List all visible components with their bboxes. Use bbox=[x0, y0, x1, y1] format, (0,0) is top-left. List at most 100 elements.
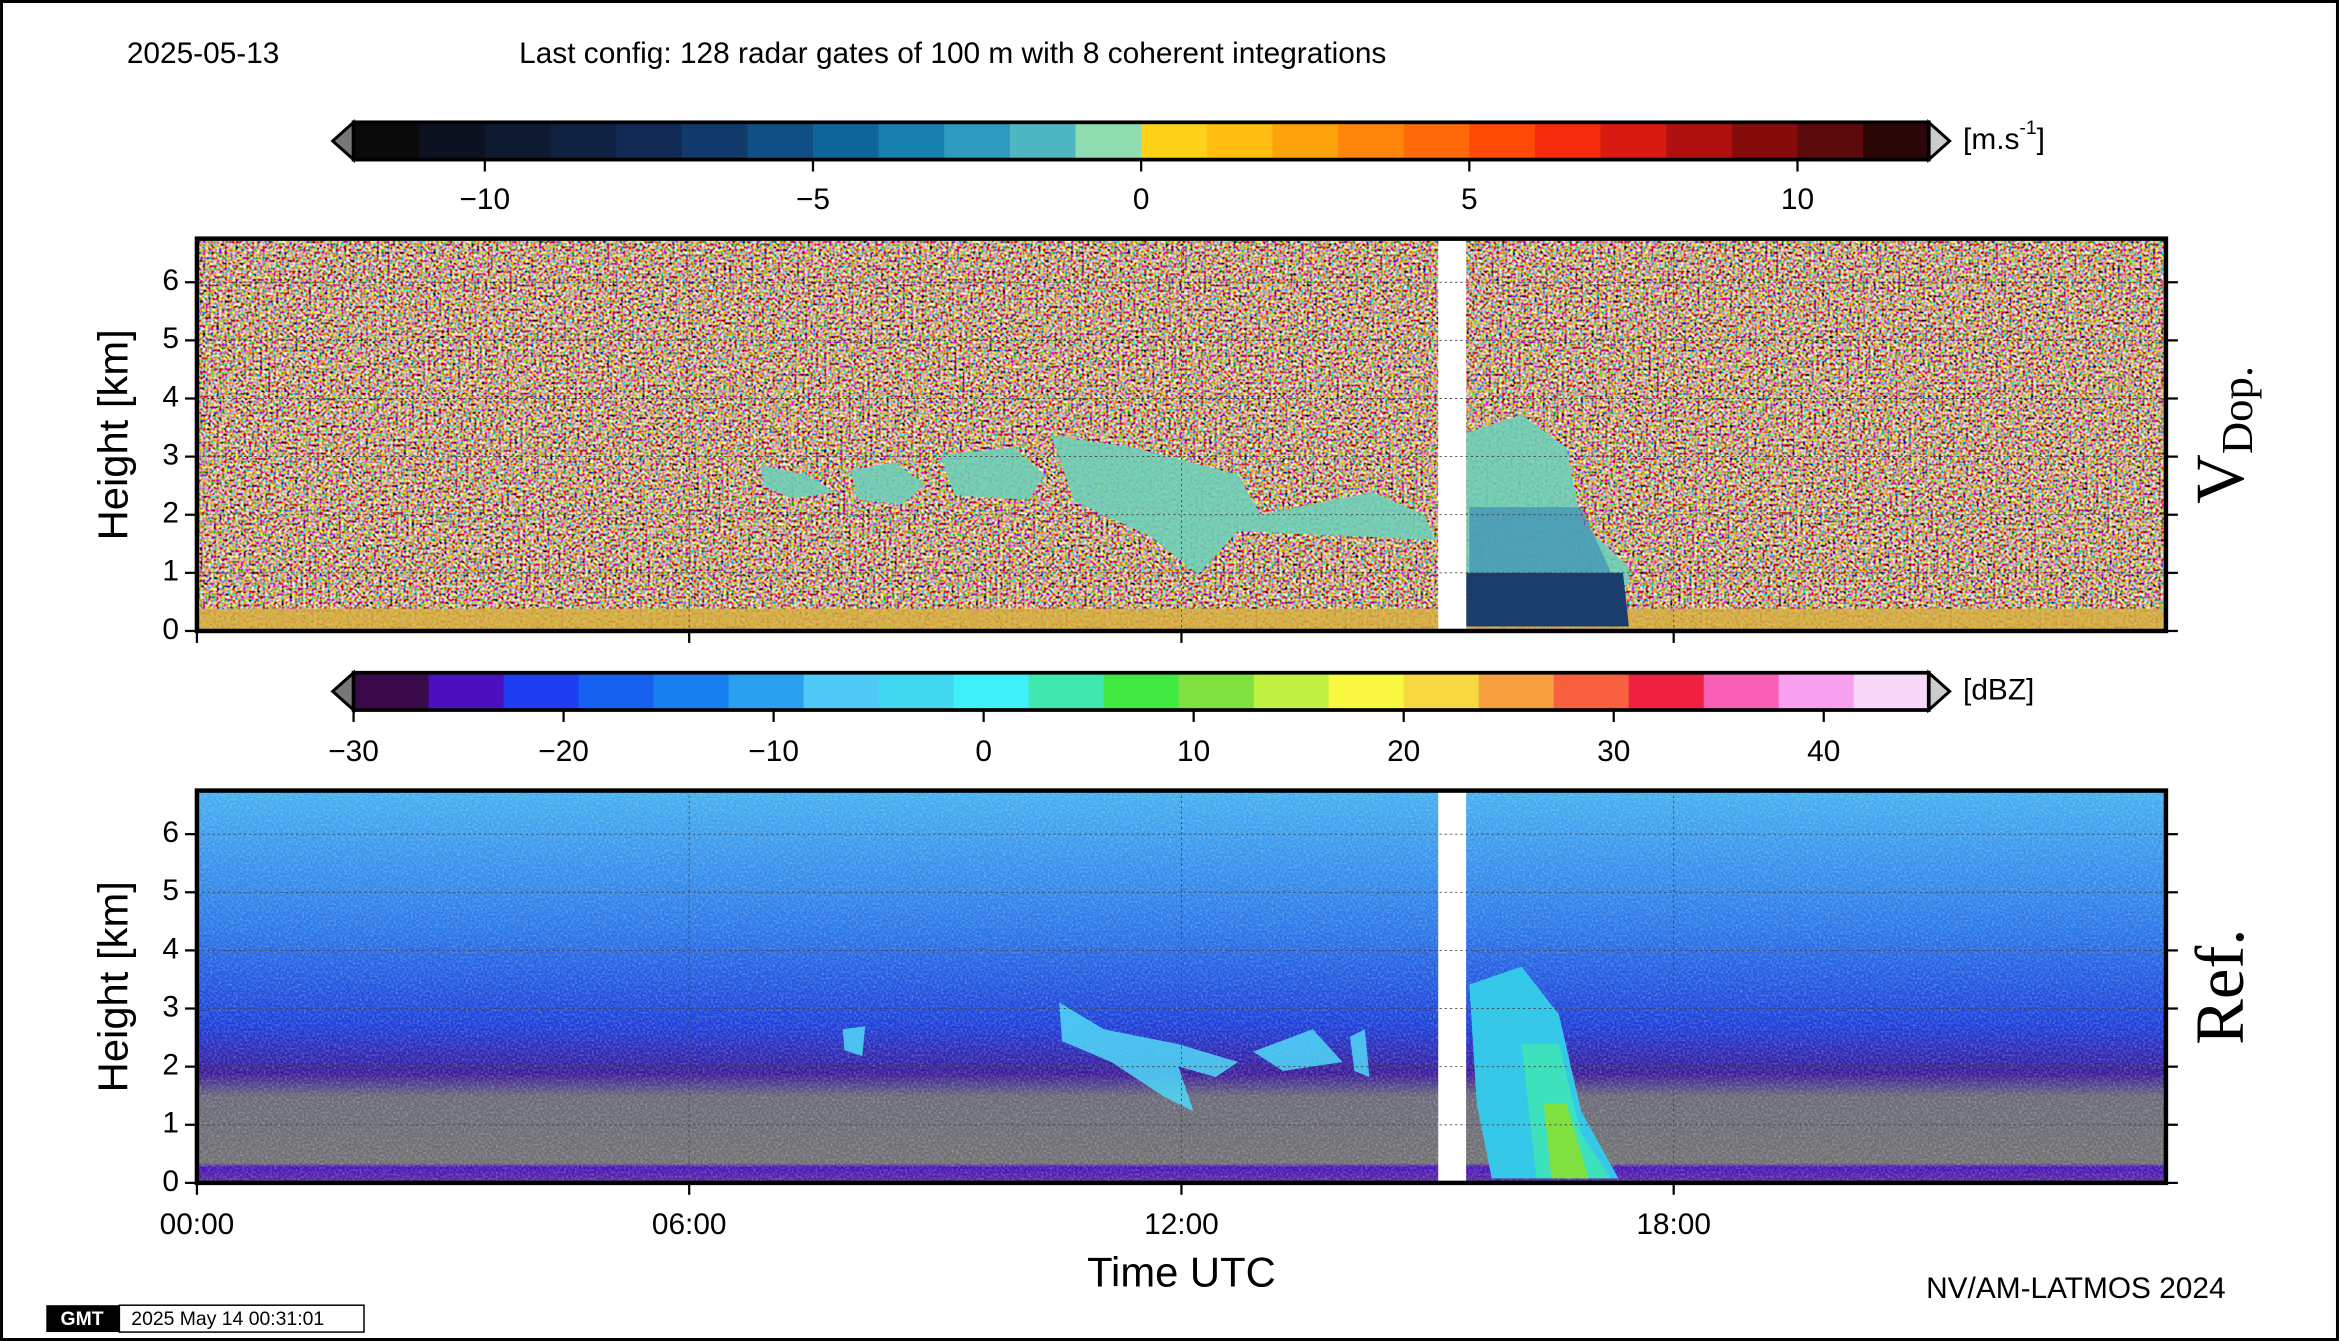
colorbar-tick-label: −10 bbox=[460, 183, 511, 216]
colorbar-unit: [dBZ] bbox=[1963, 673, 2034, 706]
colorbar-swatch bbox=[1075, 122, 1143, 160]
colorbar-tick-label: 0 bbox=[1133, 183, 1150, 216]
y-tick-label: 1 bbox=[162, 1107, 179, 1140]
credit: NV/AM-LATMOS 2024 bbox=[1926, 1272, 2225, 1305]
colorbar-tick-label: 0 bbox=[975, 735, 992, 768]
colorbar-swatch bbox=[1469, 122, 1536, 160]
colorbar-swatch bbox=[878, 672, 955, 711]
colorbar-over bbox=[1927, 669, 1952, 714]
downdraft bbox=[1466, 572, 1629, 627]
colorbar-swatch bbox=[428, 672, 505, 711]
colorbar-swatch bbox=[1253, 672, 1330, 711]
colorbar-swatch bbox=[1797, 122, 1865, 160]
colorbar-tick-label: −5 bbox=[796, 183, 830, 216]
date: 2025-05-13 bbox=[127, 37, 280, 70]
colorbar-swatch bbox=[1666, 122, 1733, 160]
colorbar-tick-label: 10 bbox=[1781, 183, 1814, 216]
colorbar-swatch bbox=[944, 122, 1011, 160]
colorbar-swatch bbox=[353, 672, 430, 711]
data-gap bbox=[1438, 790, 1467, 1183]
colorbar-swatch bbox=[578, 672, 655, 711]
colorbar-swatch bbox=[1206, 122, 1274, 160]
y-axis-label: Height [km] bbox=[89, 881, 136, 1092]
colorbar-over bbox=[1927, 118, 1952, 163]
colorbar-tick-label: −20 bbox=[538, 735, 589, 768]
colorbar-swatch bbox=[1403, 672, 1480, 711]
colorbar-swatch bbox=[1553, 672, 1630, 711]
colorbar-swatch bbox=[484, 122, 552, 160]
colorbar-swatch bbox=[1478, 672, 1555, 711]
y-tick-label: 3 bbox=[162, 438, 179, 471]
colorbar-swatch bbox=[1731, 122, 1799, 160]
colorbar-swatch bbox=[1534, 122, 1602, 160]
colorbar-swatch bbox=[812, 122, 880, 160]
config: Last config: 128 radar gates of 100 m wi… bbox=[519, 37, 1386, 70]
stamp-box bbox=[118, 1304, 365, 1333]
colorbar-swatch bbox=[1338, 122, 1405, 160]
colorbar-swatch bbox=[1009, 122, 1077, 160]
panel-label-main: Ref. bbox=[2182, 929, 2258, 1045]
plot-frame bbox=[194, 236, 2169, 634]
x-tick-label: 00:00 bbox=[160, 1208, 235, 1241]
colorbar-tick-label: 40 bbox=[1807, 735, 1840, 768]
x-axis-label: Time UTC bbox=[1087, 1248, 1276, 1295]
unit-main: [dBZ] bbox=[1963, 673, 2034, 706]
y-axis-label: Height [km] bbox=[89, 329, 136, 540]
colorbar-unit: [m.s-1] bbox=[1963, 117, 2045, 156]
colorbar-swatch bbox=[1628, 672, 1705, 711]
colorbar-swatch bbox=[550, 122, 617, 160]
colorbar-under bbox=[330, 118, 356, 163]
velocity-field bbox=[196, 238, 2166, 631]
colorbar-frame bbox=[351, 670, 1931, 712]
panel-label-main: V bbox=[2182, 454, 2258, 504]
y-tick-label: 1 bbox=[162, 555, 179, 588]
colorbar-tick-label: 10 bbox=[1177, 735, 1210, 768]
colorbar-swatch bbox=[953, 672, 1030, 711]
colorbar-swatch bbox=[616, 122, 683, 160]
colorbar-swatch bbox=[1141, 122, 1208, 160]
unit-end: ] bbox=[2037, 123, 2045, 156]
colorbar-tick-label: 5 bbox=[1461, 183, 1478, 216]
reflectivity-field bbox=[196, 790, 2166, 1183]
colorbar-swatch bbox=[1778, 672, 1855, 711]
colorbar-swatch bbox=[1028, 672, 1105, 711]
panel-label-sub: Dop. bbox=[2212, 366, 2262, 454]
stamp-logo-box bbox=[46, 1305, 120, 1333]
panel-label: Ref. bbox=[2182, 929, 2258, 1045]
stamp-time: 2025 May 14 00:31:01 bbox=[131, 1308, 324, 1330]
colorbar-swatch bbox=[1853, 672, 1930, 711]
stamp-logo: GMT bbox=[61, 1308, 104, 1330]
y-tick-label: 3 bbox=[162, 990, 179, 1023]
colorbar-tick-label: −10 bbox=[748, 735, 799, 768]
colorbar-swatch bbox=[653, 672, 730, 711]
colorbar-tick-label: 30 bbox=[1597, 735, 1630, 768]
colorbar-swatch bbox=[1703, 672, 1780, 711]
colorbar-swatch bbox=[747, 122, 814, 160]
colorbar-swatch bbox=[803, 672, 880, 711]
colorbar-swatch bbox=[353, 122, 421, 160]
data-gap bbox=[1438, 238, 1467, 631]
colorbar-swatch bbox=[1863, 122, 1930, 160]
colorbar-swatch bbox=[1600, 122, 1668, 160]
x-tick-label: 12:00 bbox=[1144, 1208, 1219, 1241]
colorbar-swatch bbox=[1328, 672, 1405, 711]
y-tick-label: 6 bbox=[162, 264, 179, 297]
y-tick-label: 2 bbox=[162, 1049, 179, 1082]
y-tick-label: 4 bbox=[162, 380, 179, 413]
y-tick-label: 0 bbox=[162, 613, 179, 646]
panel-label: VDop. bbox=[2182, 366, 2262, 504]
unit-sup: -1 bbox=[2019, 117, 2036, 139]
y-tick-label: 2 bbox=[162, 497, 179, 530]
y-tick-label: 5 bbox=[162, 874, 179, 907]
colorbar-swatch bbox=[1103, 672, 1180, 711]
colorbar-under bbox=[330, 669, 356, 714]
colorbar-swatch bbox=[1272, 122, 1339, 160]
colorbar-swatch bbox=[1403, 122, 1471, 160]
y-tick-label: 6 bbox=[162, 816, 179, 849]
colorbar-swatch bbox=[728, 672, 805, 711]
colorbar-swatch bbox=[503, 672, 580, 711]
colorbar-swatch bbox=[419, 122, 486, 160]
colorbar-tick-label: −30 bbox=[328, 735, 379, 768]
